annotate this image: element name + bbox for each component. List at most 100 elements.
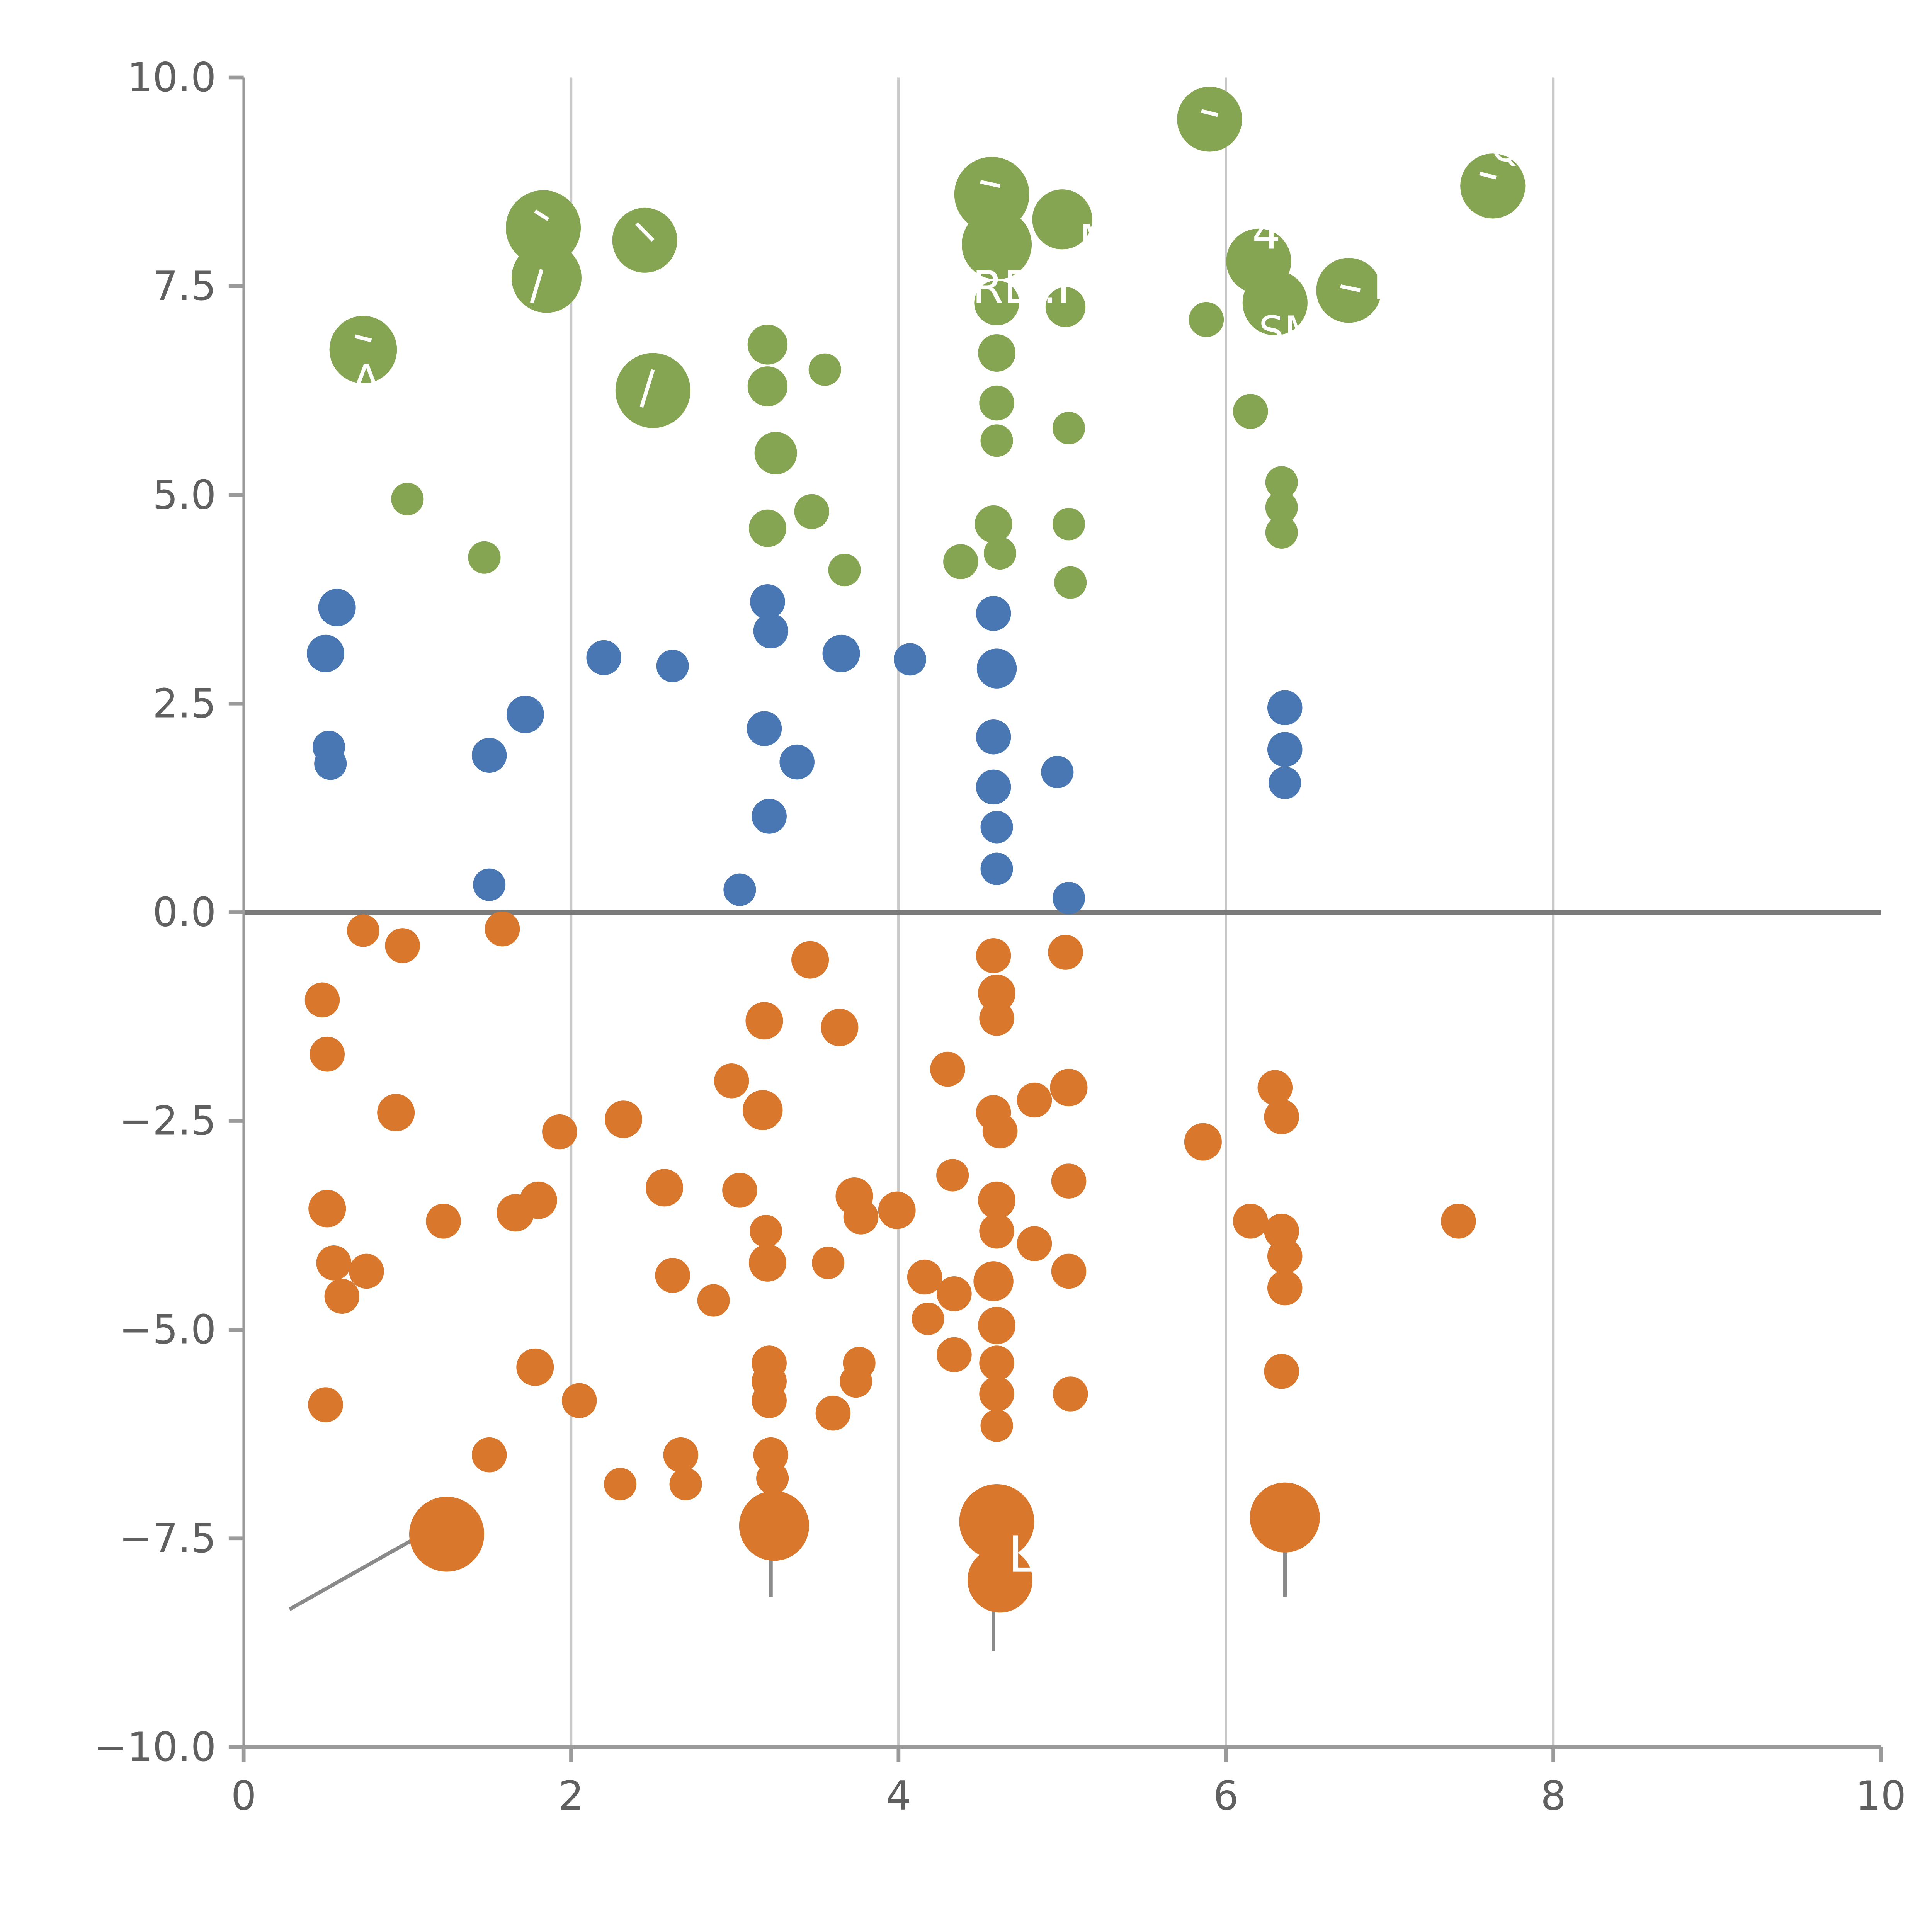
white-tick bbox=[1479, 172, 1497, 180]
bubble-blue bbox=[976, 719, 1011, 755]
bubble-orange bbox=[979, 1001, 1014, 1036]
bubble-green bbox=[808, 353, 841, 386]
annotation-label: .F bbox=[1043, 262, 1083, 314]
bubble-orange bbox=[605, 1100, 643, 1138]
bubble-orange bbox=[1048, 935, 1083, 970]
bubble-green bbox=[615, 353, 690, 428]
bubble-blue bbox=[893, 643, 927, 676]
bubble-green bbox=[1177, 87, 1242, 152]
bubble-orange bbox=[907, 1259, 942, 1295]
bubble-orange bbox=[1267, 1270, 1303, 1306]
bubble-orange bbox=[821, 1009, 859, 1046]
bubble-orange bbox=[936, 1159, 969, 1192]
bubble-orange bbox=[930, 1051, 965, 1087]
x-tick-label: 4 bbox=[886, 1773, 911, 1819]
bubble-orange bbox=[377, 1094, 415, 1131]
x-tick-label: 2 bbox=[558, 1773, 584, 1819]
bubble-green bbox=[1032, 189, 1092, 250]
bubble-blue bbox=[1267, 690, 1303, 725]
bubble-green bbox=[1052, 508, 1085, 541]
bubble-orange bbox=[742, 1090, 783, 1130]
x-tick-label: 8 bbox=[1541, 1773, 1566, 1819]
bubble-blue bbox=[976, 648, 1017, 689]
bubble-orange bbox=[304, 982, 340, 1018]
bubble-orange bbox=[645, 1169, 684, 1207]
bubble-blue bbox=[656, 650, 689, 682]
bubble-orange bbox=[959, 1484, 1034, 1560]
bubble-orange bbox=[349, 1253, 384, 1289]
bubble-orange bbox=[385, 928, 420, 963]
y-tick-label: 10.0 bbox=[127, 54, 216, 101]
bubble-green bbox=[1052, 412, 1085, 444]
bubble-blue bbox=[586, 640, 622, 675]
bubble-orange bbox=[982, 1113, 1018, 1149]
bubble-orange bbox=[485, 911, 520, 947]
bubble-orange bbox=[739, 1491, 809, 1561]
bubble-blue bbox=[980, 852, 1013, 885]
bubble-blue bbox=[1267, 732, 1303, 767]
bubble-green bbox=[468, 541, 501, 574]
bubble-orange bbox=[843, 1199, 879, 1235]
bubble-green bbox=[1316, 258, 1381, 323]
bubble-orange bbox=[756, 1462, 789, 1495]
bubble-blue bbox=[506, 696, 544, 733]
white-tick bbox=[354, 334, 372, 342]
bubble-green bbox=[1054, 566, 1087, 599]
bubble-orange bbox=[1233, 1204, 1268, 1239]
bubble-orange bbox=[812, 1247, 845, 1279]
bubble-green bbox=[979, 385, 1014, 421]
bubble-orange bbox=[967, 1548, 1033, 1613]
y-tick-label: −5.0 bbox=[119, 1307, 216, 1353]
bubble-green bbox=[980, 424, 1013, 457]
y-tick-label: −10.0 bbox=[94, 1724, 216, 1770]
bubble-blue bbox=[753, 613, 789, 649]
bubble-orange bbox=[979, 1376, 1014, 1412]
bubble-green bbox=[511, 243, 582, 313]
bubble-orange bbox=[1264, 1099, 1299, 1134]
white-tick bbox=[1340, 284, 1361, 293]
bubble-orange bbox=[308, 1387, 343, 1422]
bubble-blue bbox=[747, 711, 782, 746]
y-tick-label: −2.5 bbox=[119, 1098, 216, 1145]
bubble-orange bbox=[937, 1337, 972, 1372]
annotation-label: SM bbox=[1259, 308, 1318, 354]
bubble-orange bbox=[937, 1276, 972, 1311]
bubble-orange bbox=[655, 1258, 690, 1293]
white-tick bbox=[534, 209, 549, 221]
bubble-green bbox=[391, 483, 424, 515]
bubble-orange bbox=[471, 1437, 507, 1473]
bubble-green bbox=[974, 280, 1019, 326]
bubble-orange bbox=[561, 1383, 597, 1418]
bubble-orange bbox=[979, 1213, 1014, 1249]
y-tick-label: 5.0 bbox=[153, 472, 216, 518]
bubble-orange bbox=[1017, 1082, 1052, 1118]
x-tick-label: 6 bbox=[1213, 1773, 1239, 1819]
bubble-green bbox=[1265, 516, 1298, 549]
bubble-blue bbox=[752, 799, 787, 834]
y-tick-label: 2.5 bbox=[153, 680, 216, 727]
bubble-green bbox=[975, 505, 1012, 543]
bubble-green bbox=[794, 494, 830, 529]
bubble-green bbox=[748, 509, 786, 547]
bubble-orange bbox=[750, 1215, 782, 1248]
bubble-orange bbox=[815, 1395, 851, 1431]
y-tick-label: 7.5 bbox=[153, 263, 216, 310]
bubble-orange bbox=[310, 1036, 345, 1072]
bubble-orange bbox=[409, 1497, 485, 1572]
white-tick bbox=[530, 269, 544, 304]
annotation-label: E bbox=[1373, 262, 1398, 308]
bubble-green bbox=[747, 366, 788, 406]
bubble-blue bbox=[471, 738, 507, 773]
bubble-orange bbox=[976, 938, 1011, 973]
bubble-orange bbox=[1250, 1482, 1320, 1553]
bubble-orange bbox=[663, 1437, 699, 1473]
bubble-green bbox=[1265, 491, 1298, 524]
bubble-green bbox=[329, 316, 397, 384]
bubble-green bbox=[1189, 302, 1224, 337]
leader-line bbox=[288, 1530, 428, 1611]
white-tick bbox=[635, 222, 655, 242]
bubble-orange bbox=[1184, 1123, 1222, 1161]
bubble-orange bbox=[1050, 1069, 1088, 1107]
bubble-blue bbox=[306, 634, 345, 672]
